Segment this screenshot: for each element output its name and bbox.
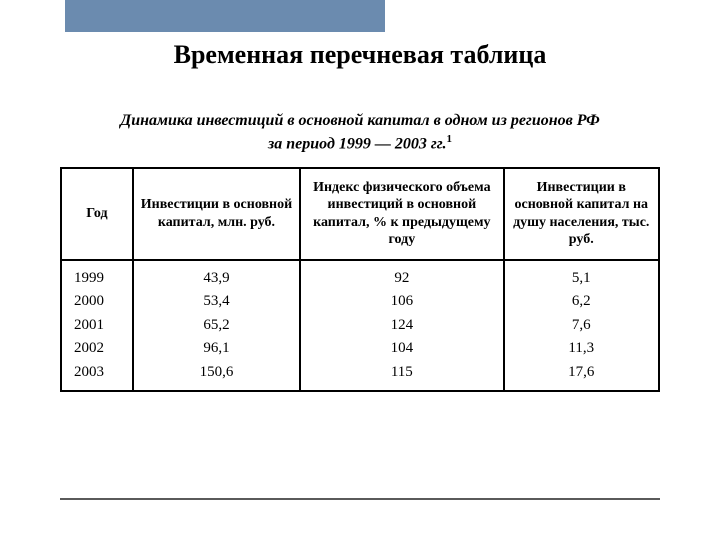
cell-capita: 6,2 — [504, 290, 660, 314]
col-header-capita: Инвестиции в основной капитал на душу на… — [504, 168, 660, 260]
col-header-index: Индекс физического объема инвестиций в о… — [300, 168, 503, 260]
page-title: Временная перечневая таблица — [0, 40, 720, 70]
table-row: 2001 65,2 124 7,6 — [61, 314, 659, 338]
cell-invest: 150,6 — [133, 361, 300, 392]
col-header-invest: Инвестиции в основной капитал, млн. руб. — [133, 168, 300, 260]
header-accent-bar — [65, 0, 385, 32]
cell-year: 2003 — [61, 361, 133, 392]
cell-capita: 7,6 — [504, 314, 660, 338]
cell-year: 1999 — [61, 260, 133, 291]
caption-line-2: за период 1999 — 2003 гг. — [268, 135, 446, 152]
cell-capita: 17,6 — [504, 361, 660, 392]
footnote-marker: 1 — [446, 133, 452, 145]
cell-invest: 65,2 — [133, 314, 300, 338]
cell-invest: 96,1 — [133, 337, 300, 361]
cell-year: 2001 — [61, 314, 133, 338]
cell-index: 104 — [300, 337, 503, 361]
cell-capita: 11,3 — [504, 337, 660, 361]
table-wrapper: Динамика инвестиций в основной капитал в… — [60, 110, 660, 392]
table-row: 1999 43,9 92 5,1 — [61, 260, 659, 291]
data-table: Год Инвестиции в основной капитал, млн. … — [60, 167, 660, 393]
cell-invest: 53,4 — [133, 290, 300, 314]
caption-line-1: Динамика инвестиций в основной капитал в… — [120, 112, 599, 129]
table-header-row: Год Инвестиции в основной капитал, млн. … — [61, 168, 659, 260]
cell-year: 2000 — [61, 290, 133, 314]
cell-invest: 43,9 — [133, 260, 300, 291]
cell-index: 92 — [300, 260, 503, 291]
cell-year: 2002 — [61, 337, 133, 361]
footer-rule — [60, 498, 660, 500]
cell-capita: 5,1 — [504, 260, 660, 291]
table-caption: Динамика инвестиций в основной капитал в… — [60, 110, 660, 155]
table-row: 2003 150,6 115 17,6 — [61, 361, 659, 392]
cell-index: 115 — [300, 361, 503, 392]
table-row: 2000 53,4 106 6,2 — [61, 290, 659, 314]
table-row: 2002 96,1 104 11,3 — [61, 337, 659, 361]
col-header-year: Год — [61, 168, 133, 260]
cell-index: 124 — [300, 314, 503, 338]
cell-index: 106 — [300, 290, 503, 314]
